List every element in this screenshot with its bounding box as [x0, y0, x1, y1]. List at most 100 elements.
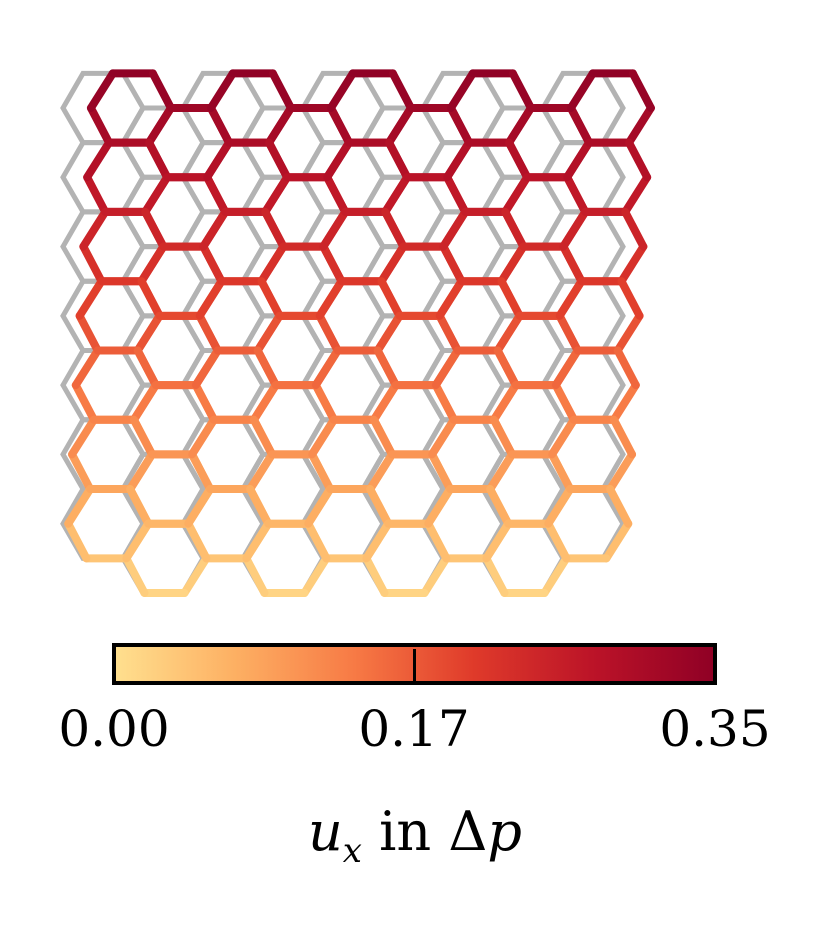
deformed-edge	[199, 207, 230, 251]
deformed-edge	[555, 311, 582, 355]
deformed-edge	[257, 277, 284, 320]
deformed-edge	[64, 519, 91, 563]
deformed-edge	[129, 415, 157, 459]
deformed-edge	[385, 138, 412, 182]
deformed-edge	[544, 485, 575, 528]
deformed-edge	[323, 173, 350, 216]
deformed-edge	[555, 277, 586, 320]
deformed-edge	[261, 207, 288, 251]
deformed-edge	[203, 138, 234, 182]
deformed-edge	[184, 485, 215, 528]
deformed-edge	[253, 346, 280, 390]
deformed-edge	[424, 519, 451, 563]
deformed-edge	[304, 519, 331, 563]
deformed-edge	[86, 104, 114, 147]
deformed-edge	[203, 173, 230, 216]
deformed-edge	[75, 277, 106, 320]
deformed-edge	[544, 519, 571, 563]
deformed-edge	[180, 554, 211, 597]
colorbar-tick-mid: 0.17	[358, 700, 470, 758]
deformed-edge	[199, 242, 226, 286]
deformed-edge	[246, 485, 273, 528]
deformed-edge	[563, 138, 594, 182]
deformed-edge	[265, 104, 295, 147]
deformed-edge	[145, 138, 172, 182]
deformed-edge	[489, 381, 520, 424]
deformed-edge	[242, 554, 269, 597]
deformed-edge	[377, 277, 404, 320]
deformed-edge	[505, 104, 535, 147]
deformed-edge	[446, 69, 477, 112]
deformed-edge	[311, 346, 342, 390]
deformed-edge	[188, 415, 218, 459]
deformed-edge	[126, 485, 153, 528]
deformed-edge	[141, 207, 168, 251]
deformed-edge	[435, 277, 466, 320]
deformed-edge	[548, 450, 575, 494]
deformed-edge	[249, 381, 280, 424]
deformed-edge	[566, 69, 597, 112]
deformed-edge	[300, 554, 331, 597]
deformed-edge	[381, 173, 412, 216]
deformed-edge	[122, 554, 149, 597]
deformed-edge	[326, 104, 354, 147]
deformed-edge	[482, 554, 509, 597]
deformed-edge	[246, 450, 277, 494]
deformed-edge	[486, 485, 513, 528]
deformed-edge	[253, 311, 284, 355]
deformed-edge	[435, 311, 462, 355]
deformed-edge	[443, 173, 470, 216]
deformed-edge	[508, 69, 535, 112]
deformed-edge	[613, 311, 644, 355]
deformed-edge	[563, 173, 590, 216]
deformed-edge	[369, 381, 400, 424]
deformed-edge	[381, 207, 408, 251]
deformed-edge	[366, 485, 393, 528]
title-in: in	[379, 800, 432, 863]
deformed-edge	[137, 277, 164, 320]
deformed-edge	[625, 104, 655, 147]
deformed-edge	[493, 346, 520, 390]
deformed-edge	[195, 277, 226, 320]
title-subscript: x	[342, 831, 362, 871]
deformed-edge	[366, 450, 397, 494]
deformed-edge	[373, 346, 400, 390]
deformed-edge	[428, 415, 458, 459]
deformed-edge	[188, 450, 215, 494]
deformed-edge	[362, 554, 389, 597]
deformed-edge	[551, 346, 582, 390]
deformed-edge	[482, 519, 513, 563]
deformed-edge	[628, 69, 655, 112]
deformed-edge	[268, 69, 295, 112]
deformed-edge	[548, 415, 578, 459]
deformed-edge	[83, 173, 110, 216]
deformed-edge	[559, 207, 590, 251]
deformed-edge	[191, 381, 218, 424]
deformed-edge	[609, 415, 637, 459]
colorbar-tick-max: 0.35	[659, 700, 771, 758]
deformed-edge	[625, 138, 652, 182]
deformed-edge	[71, 346, 102, 390]
deformed-lattice	[64, 69, 655, 597]
deformed-edge	[308, 415, 338, 459]
deformed-edge	[141, 173, 172, 216]
deformed-edge	[493, 311, 524, 355]
deformed-edge	[83, 138, 114, 182]
deformed-edge	[617, 277, 644, 320]
deformed-edge	[501, 173, 532, 216]
deformed-edge	[497, 242, 528, 286]
deformed-edge	[311, 381, 338, 424]
deformed-edge	[501, 207, 528, 251]
deformed-edge	[184, 519, 211, 563]
deformed-edge	[195, 311, 222, 355]
deformed-edge	[505, 138, 532, 182]
deformed-edge	[369, 415, 397, 459]
deformed-edge	[497, 277, 524, 320]
deformed-edge	[64, 485, 95, 528]
title-p: p	[487, 800, 522, 863]
deformed-edge	[362, 519, 393, 563]
deformed-edge	[559, 242, 586, 286]
deformed-edge	[308, 450, 335, 494]
deformed-edge	[606, 450, 637, 494]
